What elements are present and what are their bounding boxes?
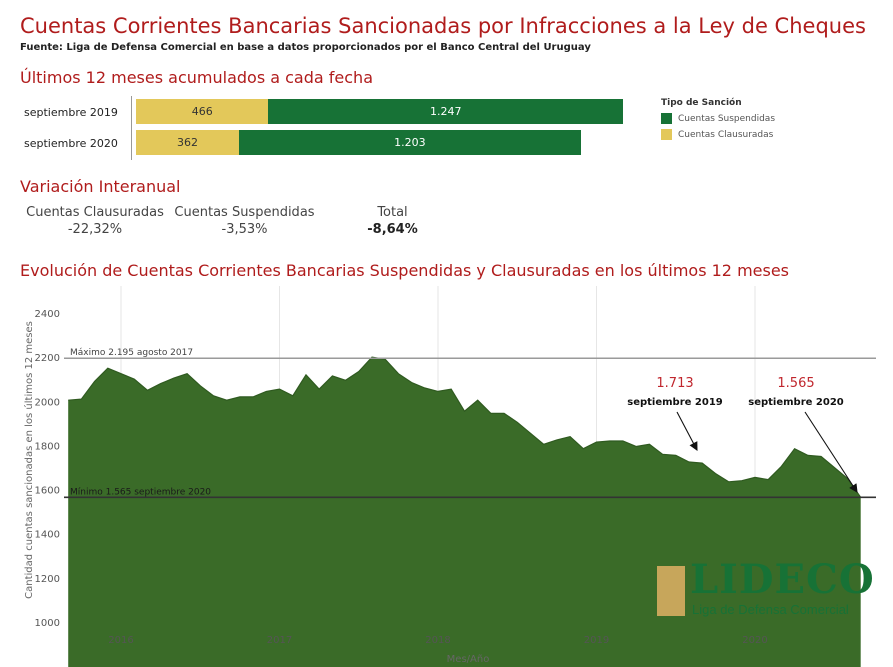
variation-value: -8,64% (367, 222, 418, 237)
bar-row-label: septiembre 2019 (24, 106, 118, 119)
legend-swatch (661, 129, 672, 140)
legend-swatch (661, 113, 672, 124)
page-title: Cuentas Corrientes Bancarias Sancionadas… (20, 14, 866, 38)
bars-section-title: Últimos 12 meses acumulados a cada fecha (20, 68, 373, 87)
y-axis-label: Cantidad cuentas sancionadas en los últi… (23, 321, 35, 599)
reference-line-label: Mínimo 1.565 septiembre 2020 (70, 487, 211, 497)
y-tick-label: 1000 (35, 618, 60, 629)
bar-value-label: 1.203 (394, 136, 426, 149)
x-tick-label: 2017 (267, 635, 292, 646)
annotation-arrow (804, 411, 858, 493)
bar-suspendidas-2020[interactable]: 1.203 (238, 130, 581, 155)
source-note: Fuente: Liga de Defensa Comercial en bas… (20, 42, 591, 53)
reference-line-label: Máximo 2.195 agosto 2017 (70, 348, 193, 358)
annotation-date: septiembre 2020 (748, 397, 844, 408)
legend-label: Cuentas Clausuradas (678, 129, 774, 140)
bar-value-label: 362 (176, 136, 198, 149)
variation-clausuradas: Cuentas Clausuradas -22,32% (25, 205, 165, 237)
legend-label: Cuentas Suspendidas (678, 113, 776, 124)
annotation-arrow (676, 411, 698, 451)
y-tick-label: 1200 (35, 574, 60, 585)
chart-title: Evolución de Cuentas Corrientes Bancaria… (20, 261, 790, 280)
variation-value: -3,53% (221, 222, 268, 237)
bar-row-label: septiembre 2020 (24, 137, 118, 150)
bar-suspendidas-2019[interactable]: 1.247 (268, 99, 623, 124)
bar-value-label: 466 (191, 105, 213, 118)
x-tick-label: 2020 (742, 635, 767, 646)
annotation-value: 1.713 (656, 376, 693, 391)
area-series-line (68, 356, 862, 498)
variation-label: Total (377, 205, 408, 220)
bar-clausuradas-2020[interactable]: 362 (136, 130, 239, 155)
y-tick-label: 2400 (35, 309, 60, 320)
x-tick-label: 2016 (108, 635, 133, 646)
x-tick-label: 2018 (425, 635, 450, 646)
variation-total: Total -8,64% (345, 205, 440, 237)
x-axis-label: Mes/Año (447, 654, 490, 665)
legend-title: Tipo de Sanción (661, 98, 742, 108)
variation-label: Cuentas Clausuradas (26, 205, 164, 220)
y-tick-label: 2000 (35, 397, 60, 408)
logo-wordmark: LIDECO (690, 556, 875, 603)
annotation-value: 1.565 (777, 376, 814, 391)
legend-item-clausuradas: Cuentas Clausuradas (661, 129, 773, 140)
variation-value: -22,32% (67, 222, 123, 237)
bar-axis-line (131, 96, 132, 160)
annotation-date: septiembre 2019 (627, 397, 723, 408)
area-series[interactable] (68, 357, 861, 667)
logo-mark (657, 566, 685, 616)
x-tick-label: 2019 (584, 635, 609, 646)
y-tick-label: 1600 (35, 486, 60, 497)
variation-suspendidas: Cuentas Suspendidas -3,53% (172, 205, 317, 237)
y-tick-label: 1800 (35, 441, 60, 452)
variation-label: Cuentas Suspendidas (174, 205, 315, 220)
bar-clausuradas-2019[interactable]: 466 (136, 99, 269, 124)
logo-tagline: Liga de Defensa Comercial (692, 602, 849, 617)
variation-title: Variación Interanual (20, 177, 181, 196)
y-tick-label: 1400 (35, 530, 60, 541)
bar-value-label: 1.247 (429, 105, 462, 118)
legend-item-suspendidas: Cuentas Suspendidas (661, 113, 775, 124)
y-tick-label: 2200 (35, 353, 60, 364)
